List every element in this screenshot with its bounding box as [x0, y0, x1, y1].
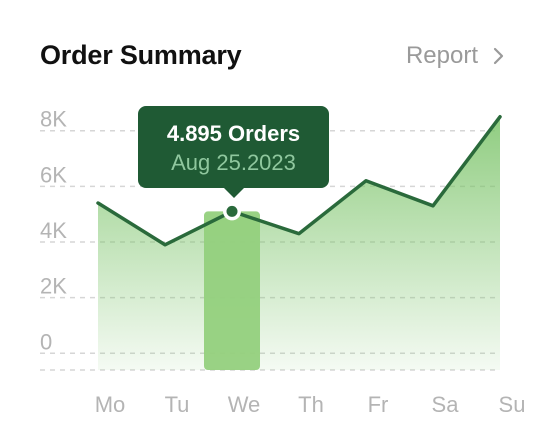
y-tick-label: 2K [40, 274, 67, 299]
x-tick-label: Sa [432, 392, 460, 417]
x-tick-label: Mo [95, 392, 126, 417]
x-tick-label: Tu [165, 392, 190, 417]
area-fill [98, 116, 500, 370]
y-tick-label: 8K [40, 107, 67, 132]
chevron-right-icon [493, 47, 504, 65]
x-tick-label: Fr [368, 392, 389, 417]
tooltip-date: Aug 25.2023 [171, 150, 296, 175]
data-point [226, 205, 238, 217]
highlight-bar [204, 211, 260, 370]
data-tooltip: 4.895 Orders Aug 25.2023 [138, 106, 329, 198]
y-tick-label: 6K [40, 162, 67, 187]
report-link[interactable]: Report [406, 42, 506, 70]
y-tick-label: 4K [40, 218, 67, 243]
chart-title: Order Summary [40, 40, 242, 70]
y-tick-label: 0 [40, 329, 52, 354]
x-tick-label: Th [298, 392, 324, 417]
report-label: Report [405, 42, 478, 69]
tooltip-value: 4.895 Orders [166, 121, 301, 146]
series-line [96, 115, 502, 247]
x-tick-label: Su [499, 392, 526, 417]
x-tick-label: We [228, 392, 261, 417]
